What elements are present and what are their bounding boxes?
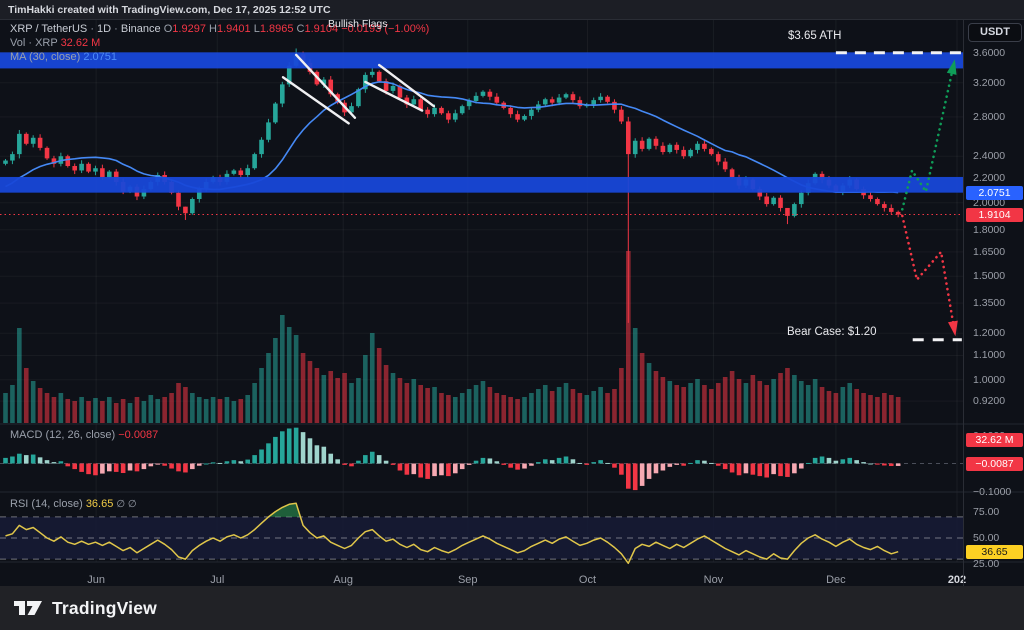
rsi-tick-label: 25.00 (973, 558, 1000, 571)
time-axis-label: Jul (210, 574, 224, 586)
rsi-band (0, 516, 963, 560)
volume-value: 32.62 M (60, 37, 101, 49)
bull-flag-channels (281, 53, 436, 125)
rsi-label: RSI (14, close) (10, 498, 83, 510)
rsi-value: 36.65 (85, 498, 114, 510)
ma-label: MA (30, close) (10, 51, 81, 63)
low-value: 1.8965 (259, 23, 294, 35)
supply-demand-zones (0, 52, 963, 193)
price-tick-label: 1.0000 (973, 373, 1006, 386)
price-tick-label: 1.8000 (973, 223, 1006, 236)
rsi-overbought-fill (268, 503, 301, 517)
volume-label: Vol · XRP (10, 37, 58, 49)
change-value: −0.0193 (−1.00%) (341, 23, 430, 35)
high-value: 1.9401 (216, 23, 251, 35)
rsi-tick-label: 50.00 (973, 532, 1000, 544)
high-label: H (209, 23, 217, 35)
time-axis-label: Jun (87, 574, 105, 586)
price-tick-label: 2.8000 (973, 110, 1006, 123)
price-tick-label: 1.1000 (973, 349, 1006, 362)
macd-tick-label: −0.1000 (973, 485, 1012, 498)
price-tick-label: 1.6500 (973, 245, 1006, 258)
price-tick-label: 1.5000 (973, 270, 1006, 283)
ath-annotation[interactable]: $3.65 ATH (788, 30, 842, 42)
price-tick-label: 2.2000 (973, 172, 1006, 185)
time-axis-year-label: 202 (948, 574, 966, 586)
rsi-line (5, 502, 899, 565)
rsi-legend-row: RSI (14, close) 36.65 ∅ ∅ (10, 498, 137, 510)
volume-bars (3, 251, 901, 423)
time-axis-label: Nov (704, 574, 724, 586)
bear-case-annotation[interactable]: Bear Case: $1.20 (787, 326, 877, 338)
price-tick-label: 3.6000 (973, 46, 1006, 59)
last-price-chip: 1.9104 (966, 207, 1023, 222)
currency-toggle-button[interactable]: USDT (968, 23, 1022, 42)
tradingview-logo-icon[interactable] (13, 596, 43, 620)
ma-value: 2.0751 (83, 51, 118, 63)
grid-lines (0, 20, 963, 562)
exchange-label: Binance (120, 23, 161, 35)
price-tick-label: 1.2000 (973, 327, 1006, 340)
bullish-flags-annotation[interactable]: Bullish Flags (328, 18, 388, 30)
hidden-source-icons[interactable]: ∅ ∅ (116, 499, 137, 510)
macd-legend-row: MACD (12, 26, close) −0.0087 (10, 429, 158, 441)
low-label: L (253, 23, 260, 35)
time-axis: Jun Jul Aug Sep Oct Nov Dec 202 (87, 574, 966, 586)
symbol-legend-row[interactable]: XRP / TetherUS · 1D · Binance O1.9297 H1… (10, 23, 430, 35)
bear-projection-arrow-arrowhead (948, 320, 958, 337)
ma-legend-row: MA (30, close) 2.0751 (10, 51, 117, 63)
volume-chip: 32.62 M (966, 433, 1023, 447)
macd-histogram (0, 427, 963, 491)
macd-value-chip: −0.0087 (966, 456, 1023, 471)
macd-value: −0.0087 (118, 429, 159, 441)
volume-legend-row: Vol · XRP 32.62 M (10, 37, 100, 49)
price-tick-label: 0.9200 (973, 395, 1006, 408)
supply-zone (0, 52, 963, 69)
time-axis-label: Dec (826, 574, 846, 586)
demand-zone (0, 176, 963, 193)
open-value: 1.9297 (172, 23, 206, 35)
attribution-text: TimHakki created with TradingView.com, D… (8, 4, 331, 16)
price-chart-canvas[interactable]: Jun Jul Aug Sep Oct Nov Dec 202 (0, 20, 1024, 586)
tradingview-brand-text[interactable]: TradingView (52, 597, 157, 618)
close-value: 1.9104 (304, 23, 339, 35)
ma-price-chip: 2.0751 (966, 186, 1023, 201)
symbol-name[interactable]: XRP / TetherUS (10, 23, 88, 35)
price-tick-label: 3.2000 (973, 76, 1006, 89)
price-tick-label: 1.3500 (973, 297, 1006, 310)
macd-label: MACD (12, 26, close) (10, 429, 116, 441)
price-axis[interactable]: USDT 3.6000 3.2000 2.8000 2.4000 2.2000 2.000… (963, 20, 1024, 586)
rsi-value-chip: 36.65 (966, 545, 1023, 560)
price-tick-label: 2.4000 (973, 150, 1006, 163)
rsi-pane (0, 502, 963, 565)
bull-projection-arrow-arrowhead (946, 59, 957, 75)
chart-area[interactable]: Jun Jul Aug Sep Oct Nov Dec 202 XRP / TetherUS … (0, 18, 1024, 586)
rsi-tick-label: 75.00 (973, 505, 1000, 518)
ma-30-line (5, 81, 899, 194)
interval-label[interactable]: 1D (97, 23, 112, 35)
time-axis-label: Aug (333, 574, 353, 586)
open-label: O (163, 23, 173, 35)
footer-bar: TradingView (0, 586, 1024, 630)
bear-projection-arrow (900, 214, 957, 335)
attribution-bar: TimHakki created with TradingView.com, D… (0, 0, 1024, 20)
close-label: C (296, 23, 305, 35)
time-axis-label: Oct (579, 574, 596, 586)
time-axis-label: Sep (458, 574, 478, 586)
